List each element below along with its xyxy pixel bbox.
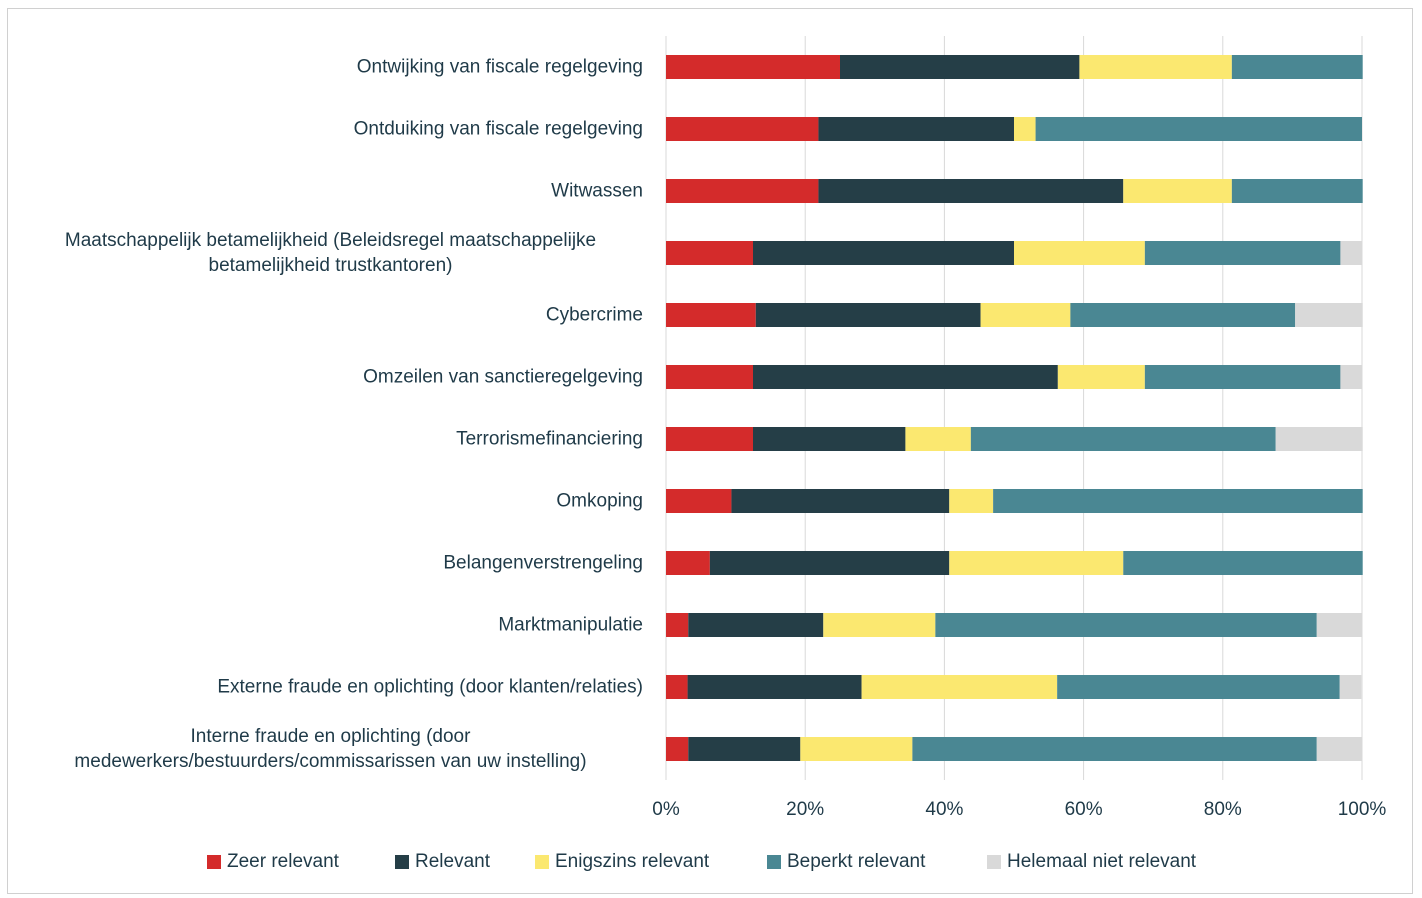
bar-segment: [755, 303, 981, 327]
bar-segment: [688, 737, 801, 761]
category-label: Witwassen: [3, 179, 643, 204]
bar-segment: [666, 179, 819, 203]
bar-segment: [1295, 303, 1363, 327]
bar-segment: [970, 427, 1276, 451]
category-label: Interne fraude en oplichting (door medew…: [3, 724, 643, 774]
bar-segment: [1339, 675, 1362, 699]
x-tick-label: 80%: [1204, 799, 1242, 820]
bar-segment: [840, 55, 1080, 79]
legend-swatch: [535, 855, 549, 869]
bar-segment: [1275, 427, 1363, 451]
legend-label: Relevant: [415, 851, 491, 872]
category-text: Witwassen: [551, 180, 643, 202]
category-label: Belangenverstrengeling: [3, 551, 643, 576]
bar-segment: [666, 55, 840, 79]
bar-segment: [1070, 303, 1296, 327]
chart-frame: [7, 8, 1413, 894]
bar-segment: [905, 427, 971, 451]
bar-segment: [666, 737, 689, 761]
x-tick-label: 0%: [652, 799, 680, 820]
category-text: Omkoping: [556, 490, 643, 512]
bar-segment: [1014, 241, 1145, 265]
category-label: Maatschappelijk betamelijkheid (Beleidsr…: [3, 228, 643, 278]
bar-segment: [753, 241, 1014, 265]
bar-segment: [1144, 241, 1341, 265]
bar-segment: [666, 427, 753, 451]
category-label: Terrorismefinanciering: [3, 427, 643, 452]
legend-label: Enigszins relevant: [555, 851, 710, 872]
bar-segment: [1057, 675, 1340, 699]
category-text: Belangenverstrengeling: [443, 552, 643, 574]
bar-segment: [818, 117, 1014, 141]
bar-segment: [823, 613, 936, 637]
bar-segment: [666, 365, 753, 389]
bar-segment: [1079, 55, 1232, 79]
bar-segment: [1123, 179, 1232, 203]
category-label: Ontduiking van fiscale regelgeving: [3, 117, 643, 142]
bar-segment: [861, 675, 1058, 699]
bar-segment: [993, 489, 1363, 513]
bar-segment: [980, 303, 1071, 327]
bar-segment: [1316, 613, 1362, 637]
category-text: Externe fraude en oplichting (door klant…: [217, 676, 643, 698]
x-tick-label: 100%: [1338, 799, 1387, 820]
x-tick-label: 60%: [1065, 799, 1103, 820]
bar-segment: [1340, 241, 1362, 265]
category-text: Marktmanipulatie: [498, 614, 643, 636]
bar-segment: [1035, 117, 1362, 141]
category-label: Marktmanipulatie: [3, 613, 643, 638]
bar-segment: [818, 179, 1124, 203]
category-text: Ontduiking van fiscale regelgeving: [353, 118, 643, 140]
bar-segment: [935, 613, 1317, 637]
legend-swatch: [207, 855, 221, 869]
bar-segment: [800, 737, 913, 761]
category-text: Omzeilen van sanctieregelgeving: [363, 366, 643, 388]
category-label: Ontwijking van fiscale regelgeving: [3, 55, 643, 80]
bar-segment: [912, 737, 1317, 761]
legend-swatch: [395, 855, 409, 869]
bar-segment: [1316, 737, 1362, 761]
bar-segment: [666, 675, 688, 699]
legend-label: Zeer relevant: [227, 851, 340, 872]
category-label: Omkoping: [3, 489, 643, 514]
legend-swatch: [987, 855, 1001, 869]
bar-segment: [1231, 179, 1363, 203]
bar-segment: [666, 303, 756, 327]
legend-label: Helemaal niet relevant: [1007, 851, 1197, 872]
bar-segment: [1340, 365, 1362, 389]
category-label: Externe fraude en oplichting (door klant…: [3, 675, 643, 700]
category-text: Cybercrime: [545, 304, 643, 326]
bar-segment: [666, 489, 732, 513]
bar-segment: [666, 551, 710, 575]
bar-segment: [687, 675, 862, 699]
bar-segment: [1231, 55, 1363, 79]
category-label: Cybercrime: [3, 303, 643, 328]
x-tick-label: 20%: [786, 799, 824, 820]
bar-segment: [753, 365, 1058, 389]
bar-segment: [666, 117, 819, 141]
category-text: Interne fraude en oplichting (door medew…: [74, 726, 587, 772]
bar-segment: [1057, 365, 1145, 389]
bar-segment: [731, 489, 950, 513]
category-text: Terrorismefinanciering: [456, 428, 643, 450]
bar-segment: [709, 551, 950, 575]
category-text: Maatschappelijk betamelijkheid (Beleidsr…: [64, 230, 597, 276]
bar-segment: [666, 241, 753, 265]
bar-segment: [688, 613, 824, 637]
bar-segment: [1014, 117, 1036, 141]
legend-label: Beperkt relevant: [787, 851, 926, 872]
bar-segment: [949, 551, 1124, 575]
legend-swatch: [767, 855, 781, 869]
bar-segment: [1144, 365, 1341, 389]
bar-segment: [949, 489, 994, 513]
bar-segment: [1123, 551, 1363, 575]
category-text: Ontwijking van fiscale regelgeving: [356, 56, 643, 78]
bar-segment: [753, 427, 906, 451]
category-label: Omzeilen van sanctieregelgeving: [3, 365, 643, 390]
bar-segment: [666, 613, 689, 637]
x-tick-label: 40%: [925, 799, 963, 820]
